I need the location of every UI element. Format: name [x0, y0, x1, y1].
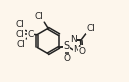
- Text: C: C: [27, 30, 34, 39]
- Text: Cl: Cl: [17, 40, 25, 49]
- Text: Cl: Cl: [16, 20, 25, 29]
- Text: O: O: [63, 55, 70, 63]
- Text: Cl: Cl: [34, 12, 43, 21]
- Text: N: N: [70, 36, 76, 44]
- Text: Me: Me: [73, 45, 86, 54]
- Text: O: O: [78, 47, 85, 56]
- Text: Cl: Cl: [86, 24, 95, 33]
- Text: Cl: Cl: [15, 30, 24, 39]
- Text: S: S: [64, 41, 70, 51]
